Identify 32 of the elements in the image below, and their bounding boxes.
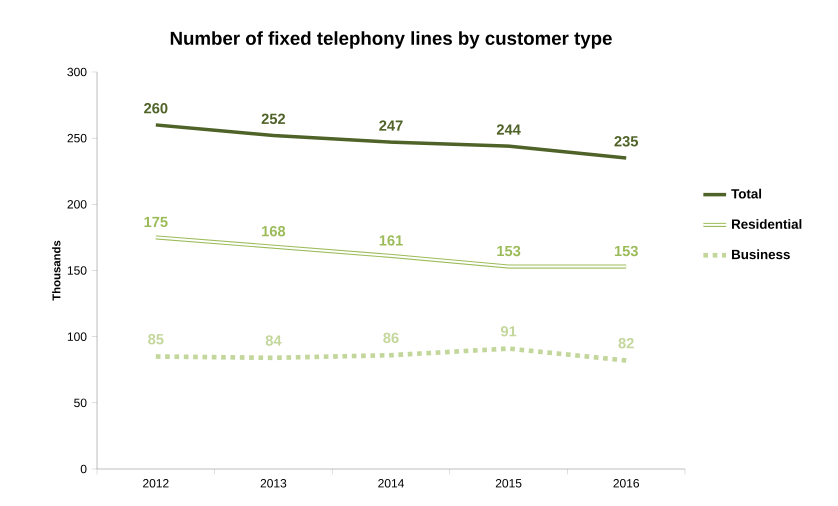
data-label: 84 [266,335,282,346]
x-tick-label: 2013 [260,479,286,488]
data-label: 168 [262,226,286,236]
y-tick-label: 200 [68,200,86,209]
data-label: 86 [383,332,399,344]
y-tick-label: 300 [67,68,86,76]
data-label: 247 [379,120,403,131]
data-label: 252 [262,114,286,124]
legend-label: Total [731,188,762,199]
data-label: 175 [144,216,168,228]
data-label: 260 [144,103,168,114]
y-axis-title: Thousands [52,240,60,301]
data-label: 244 [496,124,521,135]
x-tick-label: 2015 [496,479,522,488]
data-label: 85 [148,334,164,344]
y-tick-label: 0 [80,464,87,474]
data-label: 91 [500,326,516,336]
y-tick-label: 50 [74,398,86,408]
x-tick-label: 2012 [143,479,169,488]
x-tick-label: 2016 [613,479,640,488]
legend-label: Business [732,249,790,260]
y-tick-label: 250 [68,134,86,142]
x-tick-label: 2014 [378,479,404,488]
y-tick-label: 100 [68,332,86,341]
legend-label: Residential [732,219,802,229]
chart-title: Number of fixed telephony lines by customer type [170,31,612,49]
data-label: 82 [618,338,634,348]
data-label: 153 [497,246,520,256]
data-label: 153 [614,246,638,256]
data-label: 235 [614,136,638,146]
y-tick-label: 150 [68,266,86,275]
data-label: 161 [380,235,403,246]
